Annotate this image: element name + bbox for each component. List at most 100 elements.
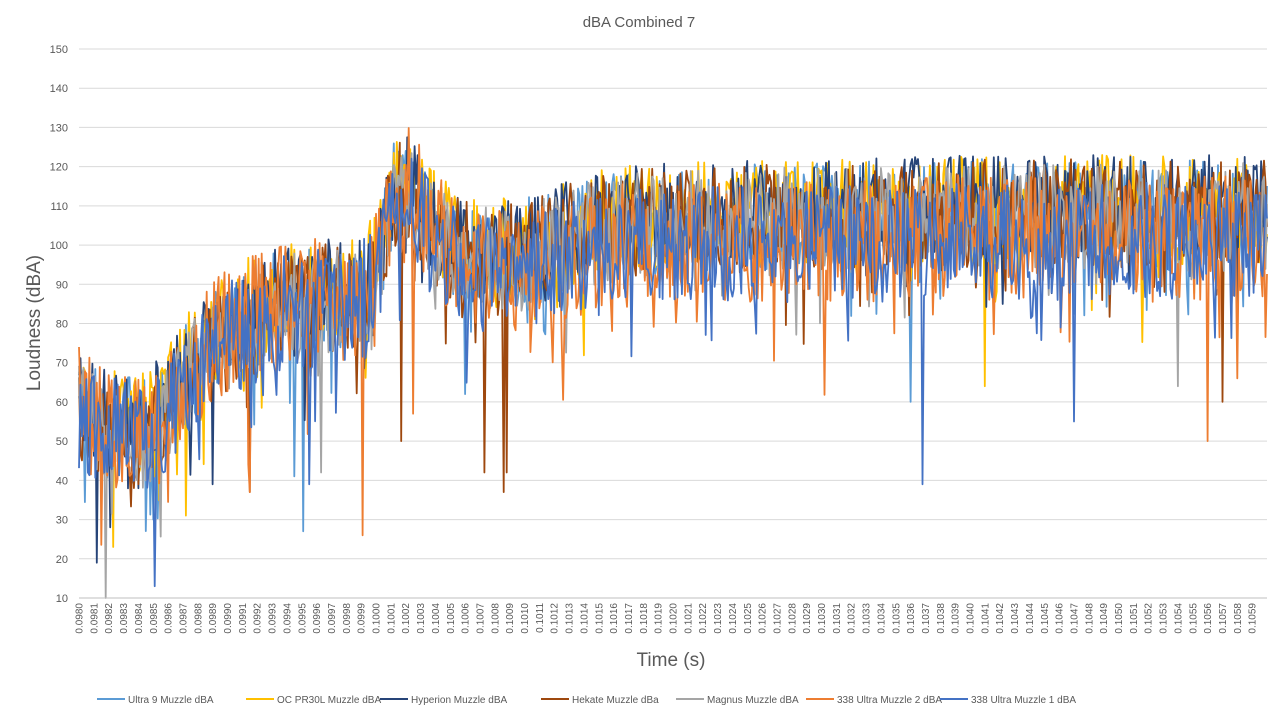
x-tick-label: 0.1028 bbox=[787, 603, 798, 634]
x-tick-label: 0.1023 bbox=[713, 603, 724, 634]
x-tick-label: 0.1052 bbox=[1144, 603, 1155, 634]
legend-item: Hekate Muzzle dBa bbox=[541, 695, 659, 706]
x-tick-label: 0.1026 bbox=[758, 603, 769, 634]
y-tick-label: 40 bbox=[56, 475, 68, 487]
x-tick-label: 0.1005 bbox=[446, 603, 457, 634]
x-tick-label: 0.0983 bbox=[119, 603, 130, 634]
x-tick-label: 0.0989 bbox=[208, 603, 219, 634]
y-axis-title: Loudness (dBA) bbox=[24, 255, 45, 391]
x-tick-label: 0.1022 bbox=[698, 603, 709, 634]
x-tick-label: 0.1024 bbox=[728, 603, 739, 634]
x-tick-label: 0.1003 bbox=[416, 603, 427, 634]
legend-item: Magnus Muzzle dBA bbox=[676, 695, 799, 706]
series-line bbox=[78, 157, 1268, 588]
x-tick-label: 0.0993 bbox=[268, 603, 279, 634]
x-tick-label: 0.1009 bbox=[505, 603, 516, 634]
y-tick-label: 130 bbox=[50, 122, 68, 134]
x-tick-label: 0.0999 bbox=[357, 603, 368, 634]
legend-item: OC PR30L Muzzle dBA bbox=[246, 695, 381, 706]
x-tick-label: 0.1039 bbox=[951, 603, 962, 634]
x-tick-label: 0.1019 bbox=[654, 603, 665, 634]
x-tick-label: 0.1049 bbox=[1099, 603, 1110, 634]
x-tick-label: 0.1032 bbox=[847, 603, 858, 634]
x-tick-label: 0.1027 bbox=[772, 603, 783, 634]
x-tick-label: 0.1045 bbox=[1040, 603, 1051, 634]
x-tick-label: 0.1020 bbox=[669, 603, 680, 634]
x-tick-label: 0.0994 bbox=[282, 603, 293, 634]
x-tick-label: 0.0998 bbox=[342, 603, 353, 634]
x-tick-label: 0.1050 bbox=[1114, 603, 1125, 634]
y-tick-label: 150 bbox=[50, 44, 68, 56]
x-tick-label: 0.1041 bbox=[980, 603, 991, 634]
x-axis-ticks: 0.0980 0.0981 0.0982 0.0983 0.0984 0.0985 0.09… bbox=[75, 603, 1259, 634]
x-tick-label: 0.0996 bbox=[312, 603, 323, 634]
legend-label: Magnus Muzzle dBA bbox=[707, 695, 799, 706]
x-tick-label: 0.1033 bbox=[862, 603, 873, 634]
x-tick-label: 0.1040 bbox=[966, 603, 977, 634]
y-tick-label: 80 bbox=[56, 319, 68, 331]
legend-label: Ultra 9 Muzzle dBA bbox=[128, 695, 214, 706]
x-tick-label: 0.1044 bbox=[1025, 603, 1036, 634]
x-tick-label: 0.1018 bbox=[639, 603, 650, 634]
series-lines bbox=[78, 127, 1268, 599]
x-tick-label: 0.1059 bbox=[1248, 603, 1259, 634]
legend-item: 338 Ultra Muzzle 2 dBA bbox=[806, 695, 942, 706]
x-tick-label: 0.1015 bbox=[594, 603, 605, 634]
chart-title: dBA Combined 7 bbox=[583, 14, 696, 31]
y-tick-label: 50 bbox=[56, 436, 68, 448]
x-tick-label: 0.0985 bbox=[149, 603, 160, 634]
x-tick-label: 0.1010 bbox=[520, 603, 531, 634]
x-tick-label: 0.1025 bbox=[743, 603, 754, 634]
legend-label: OC PR30L Muzzle dBA bbox=[277, 695, 381, 706]
x-tick-label: 0.0980 bbox=[75, 603, 86, 634]
x-axis-title: Time (s) bbox=[637, 650, 706, 671]
x-tick-label: 0.1008 bbox=[490, 603, 501, 634]
x-tick-label: 0.0991 bbox=[238, 603, 249, 634]
x-tick-label: 0.1016 bbox=[609, 603, 620, 634]
legend-item: 338 Ultra Muzzle 1 dBA bbox=[940, 695, 1076, 706]
x-tick-label: 0.1011 bbox=[535, 603, 546, 633]
legend-label: Hekate Muzzle dBa bbox=[572, 695, 659, 706]
x-tick-label: 0.1021 bbox=[683, 603, 694, 634]
x-tick-label: 0.1004 bbox=[431, 603, 442, 634]
x-tick-label: 0.1035 bbox=[891, 603, 902, 634]
x-tick-label: 0.1031 bbox=[832, 603, 843, 634]
y-axis-ticks: 10 20 30 40 50 60 70 80 90 100 110 120 130 140 150 bbox=[50, 44, 68, 605]
legend-item: Hyperion Muzzle dBA bbox=[380, 695, 507, 706]
x-tick-label: 0.1017 bbox=[624, 603, 635, 634]
x-tick-label: 0.0981 bbox=[89, 603, 100, 634]
legend-item: Ultra 9 Muzzle dBA bbox=[97, 695, 214, 706]
x-tick-label: 0.1001 bbox=[386, 603, 397, 634]
x-tick-label: 0.1037 bbox=[921, 603, 932, 634]
x-tick-label: 0.1048 bbox=[1084, 603, 1095, 634]
y-tick-label: 30 bbox=[56, 515, 68, 527]
x-tick-label: 0.0990 bbox=[223, 603, 234, 634]
x-tick-label: 0.1057 bbox=[1218, 603, 1229, 634]
x-tick-label: 0.1036 bbox=[906, 603, 917, 634]
y-tick-label: 120 bbox=[50, 162, 68, 174]
y-tick-label: 110 bbox=[50, 201, 68, 213]
x-tick-label: 0.0982 bbox=[104, 603, 115, 634]
legend-label: Hyperion Muzzle dBA bbox=[411, 695, 507, 706]
x-tick-label: 0.0995 bbox=[297, 603, 308, 634]
x-tick-label: 0.0992 bbox=[253, 603, 264, 634]
x-tick-label: 0.1054 bbox=[1173, 603, 1184, 634]
y-tick-label: 100 bbox=[50, 240, 68, 252]
y-tick-label: 10 bbox=[56, 593, 68, 605]
y-tick-label: 20 bbox=[56, 554, 68, 566]
x-tick-label: 0.1006 bbox=[461, 603, 472, 634]
x-tick-label: 0.0997 bbox=[327, 603, 338, 634]
x-tick-label: 0.1029 bbox=[802, 603, 813, 634]
y-tick-label: 70 bbox=[56, 358, 68, 370]
legend: Ultra 9 Muzzle dBA OC PR30L Muzzle dBA Hyp… bbox=[97, 695, 1076, 706]
x-tick-label: 0.0984 bbox=[134, 603, 145, 634]
x-tick-label: 0.1038 bbox=[936, 603, 947, 634]
x-tick-label: 0.1014 bbox=[579, 603, 590, 634]
x-tick-label: 0.1013 bbox=[565, 603, 576, 634]
y-tick-label: 140 bbox=[50, 83, 68, 95]
x-tick-label: 0.1047 bbox=[1069, 603, 1080, 634]
x-tick-label: 0.0986 bbox=[164, 603, 175, 634]
x-tick-label: 0.1034 bbox=[876, 603, 887, 634]
